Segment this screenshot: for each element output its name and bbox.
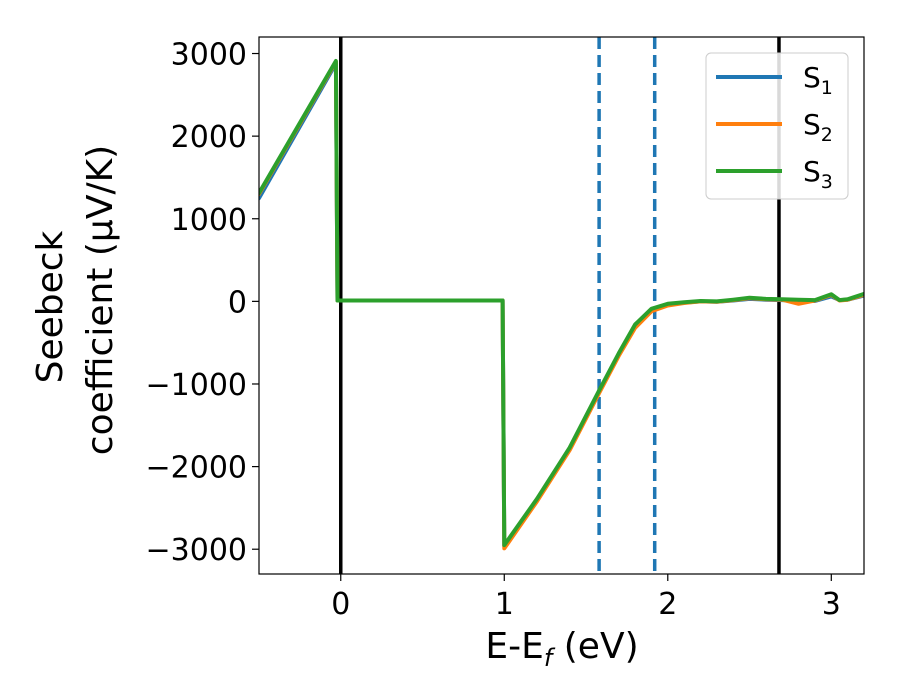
plot-frame bbox=[258, 36, 865, 575]
x-tick-label: 0 bbox=[331, 587, 350, 622]
legend-label-S3: S3 bbox=[803, 155, 833, 193]
x-tick-label: 3 bbox=[822, 587, 841, 622]
x-tick-label: 1 bbox=[495, 587, 514, 622]
y-tick-label: 0 bbox=[228, 285, 247, 320]
y-axis-ticks: −3000 −2000 −1000 0 1000 2000 3000 bbox=[146, 38, 259, 568]
x-axis-ticks: 0 1 2 3 bbox=[331, 574, 841, 622]
data-series bbox=[259, 59, 864, 551]
legend-label-S1: S1 bbox=[803, 61, 833, 99]
y-tick-label: 2000 bbox=[171, 120, 247, 155]
y-tick-label: −1000 bbox=[146, 368, 247, 403]
legend: S1 S2 S3 bbox=[705, 52, 849, 200]
y-tick-label: 3000 bbox=[171, 38, 247, 73]
y-axis-label-line2: coefficient (μV/K) bbox=[80, 145, 121, 455]
y-tick-label: −3000 bbox=[146, 533, 247, 568]
y-tick-label: −2000 bbox=[146, 451, 247, 486]
legend-label-S2: S2 bbox=[803, 108, 833, 146]
x-tick-label: 2 bbox=[658, 587, 677, 622]
x-axis-label: E-Ef (eV) bbox=[485, 626, 638, 672]
x-axis-label-unit: (eV) bbox=[552, 626, 638, 667]
y-tick-label: 1000 bbox=[171, 203, 247, 238]
y-axis-label-line1: Seebeck bbox=[30, 230, 71, 383]
y-axis-label: Seebeck coefficient (μV/K) bbox=[30, 145, 121, 455]
series-line-S3 bbox=[259, 59, 864, 548]
